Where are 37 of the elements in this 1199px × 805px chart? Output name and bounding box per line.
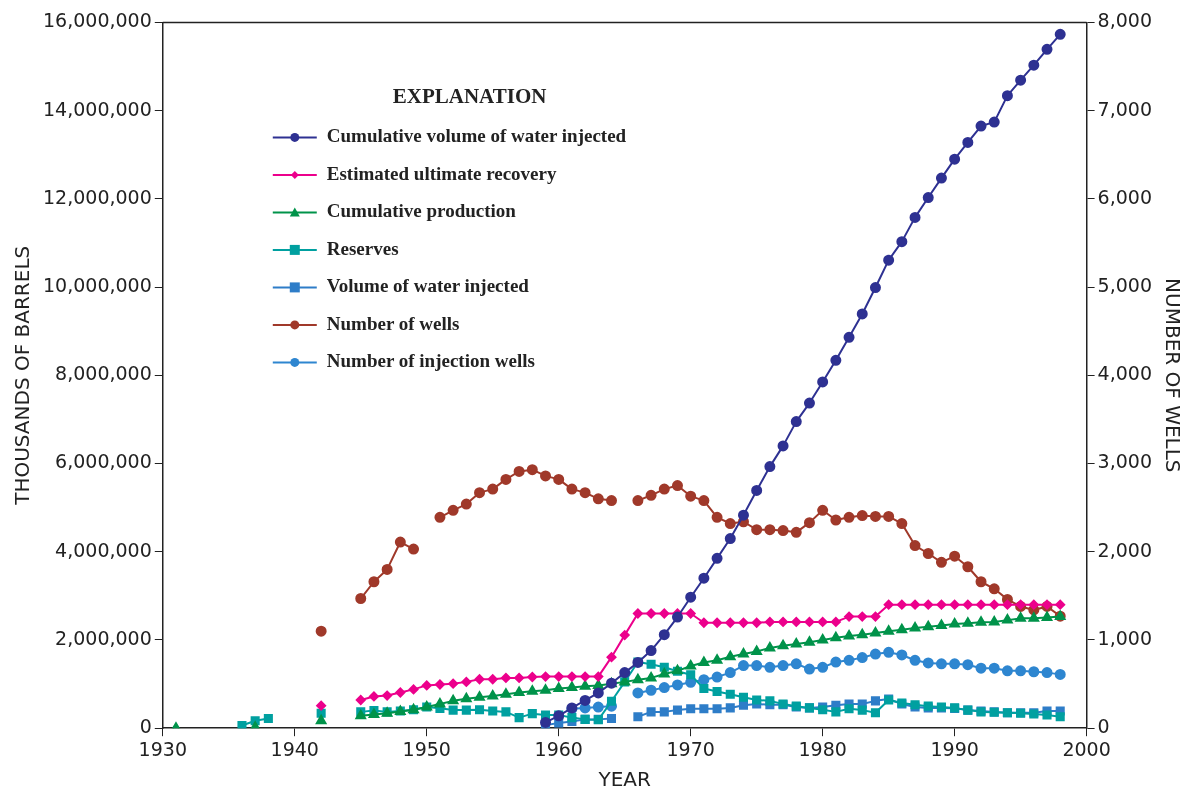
y2-tick-label: 3,000 (1097, 450, 1153, 473)
x-tick-label: 2000 (1062, 737, 1111, 760)
y-tick-label: 2,000,000 (55, 626, 152, 649)
x-axis-title: YEAR (597, 767, 652, 792)
y-tick-label: 4,000,000 (55, 538, 152, 561)
y2-axis-title: NUMBER OF WELLS (1160, 278, 1185, 473)
legend-label: Estimated ultimate recovery (326, 162, 557, 184)
y-tick-label: 8,000,000 (55, 362, 152, 385)
x-tick-label: 1940 (270, 737, 319, 760)
y-tick-label: 16,000,000 (42, 9, 152, 32)
x-tick-label: 1950 (402, 737, 451, 760)
y-tick-label: 12,000,000 (42, 185, 152, 208)
y2-tick-label: 7,000 (1097, 97, 1153, 120)
y2-tick-label: 5,000 (1097, 274, 1153, 297)
legend-label: Number of injection wells (326, 350, 535, 372)
x-tick-label: 1990 (930, 737, 979, 760)
legend-label: Reserves (326, 237, 399, 259)
y2-tick-label: 1,000 (1097, 626, 1153, 649)
x-tick-label: 1970 (666, 737, 715, 760)
y2-tick-label: 8,000 (1097, 9, 1153, 32)
x-tick-label: 1960 (534, 737, 583, 760)
y-tick-label: 0 (139, 715, 152, 738)
legend-title: EXPLANATION (392, 83, 547, 108)
x-tick-label: 1980 (798, 737, 847, 760)
legend-label: Number of wells (326, 312, 460, 334)
x-tick-label: 1930 (138, 737, 187, 760)
y2-tick-label: 4,000 (1097, 362, 1153, 385)
legend-label: Cumulative production (326, 200, 517, 222)
y2-tick-label: 0 (1097, 715, 1110, 738)
y2-tick-label: 6,000 (1097, 185, 1153, 208)
y2-tick-label: 2,000 (1097, 538, 1153, 561)
y-tick-label: 14,000,000 (42, 97, 152, 120)
y-tick-label: 6,000,000 (55, 450, 152, 473)
legend-label: Cumulative volume of water injected (326, 125, 627, 147)
legend-label: Volume of water injected (326, 275, 530, 297)
y-tick-label: 10,000,000 (42, 274, 152, 297)
y-axis-title: THOUSANDS OF BARRELS (10, 245, 35, 506)
